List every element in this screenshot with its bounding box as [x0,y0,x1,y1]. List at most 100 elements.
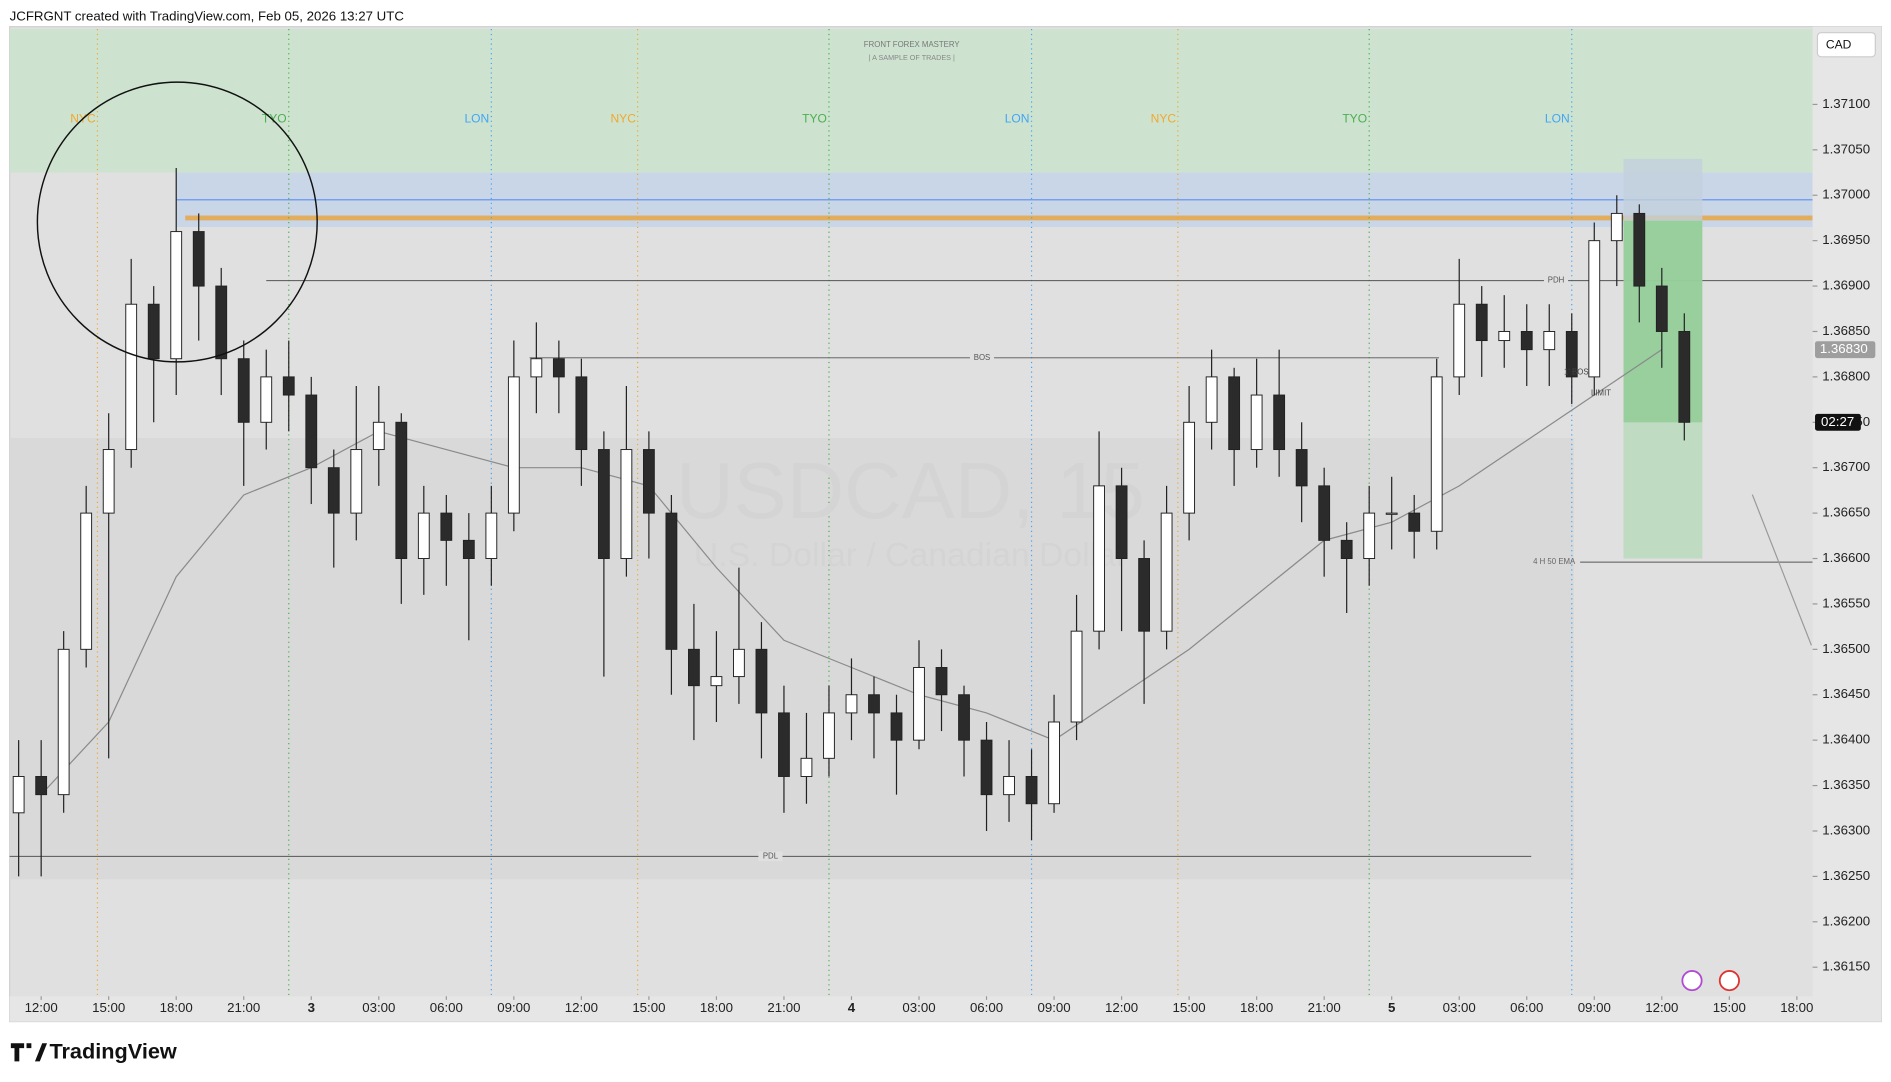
candle-body [552,358,565,378]
candle-body [710,676,723,687]
candle-body [372,421,385,451]
candle-body [485,512,498,560]
symbol-watermark: USDCAD, 15 [676,446,1145,535]
candle-body [1273,394,1286,451]
x-tick-label: 18:00 [1780,1000,1813,1015]
x-tick-label: 09:00 [1037,1000,1070,1015]
candle-body [1408,512,1421,532]
currency-label: CAD [1826,38,1852,52]
candle-body [1250,394,1263,451]
candle-body [1543,330,1556,351]
candle-body [1610,212,1623,242]
y-tick-label: 1.36700 [1822,459,1870,474]
candle-body [507,376,520,514]
candle-body [1003,776,1015,796]
candle-body [530,358,543,378]
session-label: NYC [610,112,636,126]
y-tick-label: 1.36450 [1822,686,1870,701]
time-axis [9,996,1813,1022]
candle-body [260,376,273,423]
x-tick-label: 15:00 [632,1000,665,1015]
x-tick-label: 15:00 [1713,1000,1746,1015]
candle-body [845,694,858,714]
candle-body [1138,558,1151,632]
candle-body [1048,721,1060,805]
watermark-title: FRONT FOREX MASTERY [864,40,961,49]
x-tick-label: 06:00 [430,1000,463,1015]
x-tick-label: 3 [308,1000,315,1015]
flash-icon[interactable] [1681,970,1703,992]
candle-body [12,776,25,814]
session-label: TYO [1342,112,1367,126]
candle-body [350,449,363,514]
x-tick-label: 06:00 [970,1000,1003,1015]
flag-icon[interactable] [1718,970,1740,992]
y-tick-label: 1.36150 [1822,959,1870,974]
plot: PDH BOS PDL 4 H 50 EMA 1' BOS LIMIT [9,158,1813,877]
candle-body [1633,212,1646,287]
candle-body [1498,330,1511,342]
candle-body [958,694,970,741]
y-tick-label: 1.36400 [1822,732,1870,747]
highlight-circle [36,81,318,363]
candle-body [1430,376,1443,532]
level-label: PDL [763,851,779,860]
candle-body [80,512,93,650]
candle-body [35,776,48,796]
candle-body [1115,485,1128,560]
candle-body [1655,285,1668,332]
candle-body [125,303,138,451]
candle-body [1183,421,1196,514]
candle-body [192,231,205,287]
y-tick-label: 1.36850 [1822,323,1870,338]
x-tick-label: 15:00 [1173,1000,1206,1015]
candle-body [1678,330,1691,423]
candle-body [642,449,655,514]
x-tick-label: 09:00 [1578,1000,1611,1015]
x-tick-label: 03:00 [902,1000,935,1015]
candle-body [1228,376,1241,451]
candle-body [1093,485,1105,632]
x-tick-label: 12:00 [565,1000,598,1015]
candle-body [305,394,318,469]
candle-body [102,449,115,514]
y-tick-label: 1.36600 [1822,550,1870,565]
candle-body [1520,330,1533,351]
brand-logo [10,1043,48,1062]
candle-body [823,712,835,759]
candle-body [688,648,700,687]
x-tick-label: 12:00 [1645,1000,1678,1015]
candle-body [417,512,430,560]
x-tick-label: 12:00 [25,1000,58,1015]
candle-body [57,648,70,796]
candle-body [1070,630,1083,723]
session-label: LON [1545,112,1570,126]
candle-body [1453,303,1466,378]
countdown: 02:27 [1821,414,1854,429]
candle-body [237,358,250,423]
currency-button[interactable] [1816,32,1876,58]
x-tick-label: 5 [1388,1000,1395,1015]
level-label: PDH [1548,276,1565,285]
candle-body [980,739,993,796]
candle-body [935,667,948,696]
candle-body [1340,539,1353,560]
ema-label: 4 H 50 EMA [1533,557,1576,566]
candle-body [1295,449,1308,487]
y-tick-label: 1.36500 [1822,641,1870,656]
x-tick-label: 21:00 [767,1000,800,1015]
session-label: NYC [1151,112,1177,126]
countdown-bg [1815,413,1861,431]
candle-body [778,712,790,777]
candle-body [395,421,408,560]
candle-body [1205,376,1218,423]
axes: 1.36150 1.36200 1.36250 1.36300 1.36350 1.364… [25,96,1876,1015]
candle-body [327,467,340,514]
zone [9,29,1813,173]
candle-body [755,648,768,714]
session-label: LON [1005,112,1030,126]
candle-body [1385,512,1398,515]
y-tick-label: 1.36900 [1822,278,1870,293]
y-tick-label: 1.36200 [1822,913,1870,928]
y-tick-label: 1.36800 [1822,368,1870,383]
